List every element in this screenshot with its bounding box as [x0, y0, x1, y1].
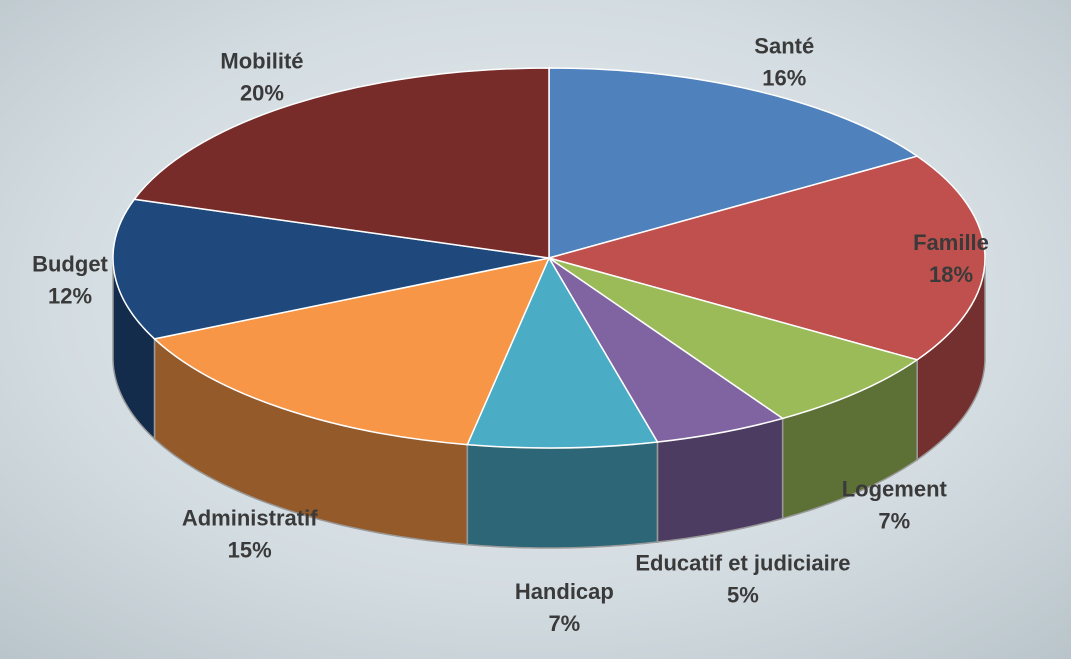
slice-value-label: 15% [228, 538, 272, 563]
slice-label: Logement [842, 477, 948, 502]
slice-value-label: 18% [929, 262, 973, 287]
slice-label: Administratif [182, 506, 318, 531]
slice-label: Santé [754, 33, 814, 58]
slice-label: Handicap [515, 579, 614, 604]
slice-value-label: 16% [762, 65, 806, 90]
slice-label: Educatif et judiciaire [635, 550, 850, 575]
slice-value-label: 7% [548, 611, 580, 636]
slice-value-label: 7% [878, 509, 910, 534]
slice-label: Famille [913, 230, 989, 255]
slice-label: Budget [32, 252, 108, 277]
chart: Santé 16% Famille 18% Logement 7% Educatif et … [0, 0, 1071, 659]
slice-value-label: 20% [240, 80, 284, 105]
slice-value-label: 12% [48, 284, 92, 309]
slice-value-label: 5% [727, 582, 759, 607]
slice-side [467, 442, 657, 548]
slice-label: Mobilité [220, 48, 303, 73]
